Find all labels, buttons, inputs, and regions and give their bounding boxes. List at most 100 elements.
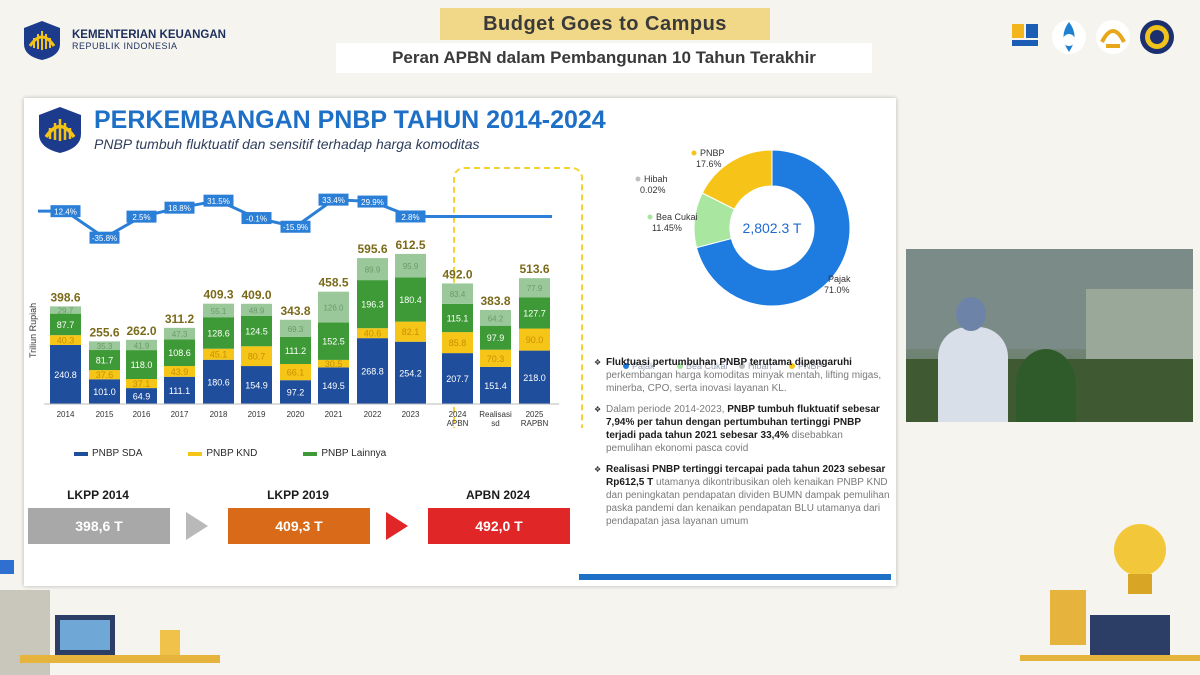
bar-segment: [164, 366, 195, 377]
org-header: KEMENTERIAN KEUANGAN REPUBLIK INDONESIA: [20, 18, 226, 62]
bar-segment: [241, 366, 272, 404]
notes-list: Fluktuasi pertumbuhan PNBP terutama dipe…: [594, 356, 890, 536]
bar-value-label: 111.2: [285, 346, 306, 356]
bar-total-label: 513.6: [519, 262, 549, 276]
x-tick-label: 2014: [57, 410, 75, 419]
x-tick-label: 2021: [325, 410, 343, 419]
bar-segment: [442, 303, 473, 333]
bar-segment: [126, 339, 157, 351]
donut-label-dot: [635, 176, 641, 182]
donut-label-dot: [691, 150, 697, 156]
cmp-box-2019: 409,3 T: [228, 508, 370, 544]
bar-segment: [480, 325, 511, 350]
bar-value-label: 128.6: [207, 328, 230, 338]
bar-segment: [480, 349, 511, 367]
bar-value-label: 77.9: [527, 284, 543, 293]
bar-value-label: 101.0: [93, 387, 116, 397]
growth-marker: [126, 210, 157, 223]
cmp-label-2024: APBN 2024: [465, 488, 531, 502]
event-title: Budget Goes to Campus: [440, 8, 770, 40]
bar-segment: [519, 350, 550, 404]
cmp-label-2014: LKPP 2014: [67, 488, 129, 502]
partner-logos: [1006, 18, 1176, 56]
bar-value-label: 118.0: [131, 360, 153, 370]
bar-value-label: 85.8: [449, 338, 467, 348]
bar-value-label: 95.9: [403, 262, 419, 271]
bar-value-label: 64.2: [488, 314, 504, 323]
bar-segment: [164, 327, 195, 340]
bar-value-label: 40.3: [57, 336, 75, 346]
growth-marker: [280, 220, 311, 233]
bar-value-label: 268.8: [361, 367, 384, 377]
bar-segment: [442, 353, 473, 404]
x-tick-label: Realisasi: [479, 410, 512, 419]
bar-segment: [89, 341, 120, 351]
legend-item-sda: PNBP SDA: [74, 448, 142, 459]
bar-value-label: 89.9: [365, 266, 381, 275]
donut-slice-pct: 0.02%: [640, 185, 666, 195]
bar-value-label: 240.8: [54, 370, 77, 380]
growth-label: -35.8%: [92, 234, 117, 243]
bar-value-label: 90.0: [526, 335, 544, 345]
bar-value-label: 48.9: [249, 306, 265, 315]
partner-logo-3-icon: [1096, 20, 1130, 54]
bar-total-label: 409.3: [203, 288, 233, 302]
bar-value-label: 151.4: [484, 381, 507, 391]
bar-value-label: 64.9: [133, 392, 151, 402]
bar-segment: [280, 336, 311, 364]
bar-value-label: 69.3: [288, 325, 304, 334]
legend-item-knd: PNBP KND: [188, 448, 257, 459]
growth-label: 29.9%: [361, 198, 384, 207]
slide-title: PERKEMBANGAN PNBP TAHUN 2014-2024: [94, 106, 606, 134]
bar-total-label: 255.6: [89, 325, 119, 339]
bar-value-label: 218.0: [523, 373, 546, 383]
bar-segment: [280, 380, 311, 404]
x-tick-label: 2016: [133, 410, 151, 419]
bar-value-label: 127.7: [523, 308, 546, 318]
growth-marker: [357, 195, 388, 208]
arrow-right-icon: [186, 512, 208, 540]
bar-value-label: 126.0: [323, 304, 344, 313]
bar-value-label: 80.7: [248, 352, 266, 362]
bar-value-label: 154.9: [245, 381, 268, 391]
bar-segment: [126, 350, 157, 380]
donut-slice-pnbp: [701, 149, 773, 210]
kemenkeu-slide-emblem-icon: [39, 107, 81, 153]
bar-value-label: 180.6: [207, 377, 230, 387]
bar-segment: [480, 366, 511, 404]
bar-segment: [241, 315, 272, 347]
bar-value-label: 207.7: [446, 374, 469, 384]
partner-logo-2-icon: [1052, 20, 1086, 54]
bar-value-label: 83.4: [450, 290, 466, 299]
note-item: Dalam periode 2014-2023, PNBP tumbuh flu…: [594, 403, 890, 455]
bar-segment: [164, 376, 195, 404]
bar-total-label: 343.8: [280, 304, 310, 318]
bar-segment: [519, 278, 550, 298]
bar-segment: [50, 306, 81, 314]
bar-value-label: 108.6: [168, 348, 191, 358]
bar-segment: [126, 388, 157, 404]
growth-label: 18.8%: [168, 204, 191, 213]
bar-segment: [395, 253, 426, 278]
donut-slice-label: Hibah: [644, 174, 668, 184]
notes-accent-bar: [579, 574, 891, 580]
donut-slice-pct: 71.0%: [824, 285, 850, 295]
event-subtitle: Peran APBN dalam Pembangunan 10 Tahun Te…: [336, 43, 872, 73]
partner-logo-4-icon: [1140, 20, 1174, 54]
bar-segment: [395, 277, 426, 322]
growth-marker: [203, 194, 234, 207]
cmp-box-2014: 398,6 T: [28, 508, 170, 544]
growth-marker: [89, 231, 120, 244]
bar-segment: [89, 379, 120, 404]
bar-segment: [164, 339, 195, 367]
note-item: Realisasi PNBP tertinggi tercapai pada t…: [594, 463, 890, 528]
decoration-right-illustration: [1020, 524, 1200, 661]
bar-segment: [50, 313, 81, 336]
bar-value-label: 30.5: [325, 359, 343, 369]
bar-total-label: 398.6: [50, 290, 80, 304]
x-tick-label: 2023: [402, 410, 420, 419]
bar-segment: [203, 317, 234, 349]
org-line2: REPUBLIK INDONESIA: [72, 41, 178, 51]
bar-value-label: 43.9: [171, 367, 189, 377]
bar-segment: [280, 363, 311, 381]
